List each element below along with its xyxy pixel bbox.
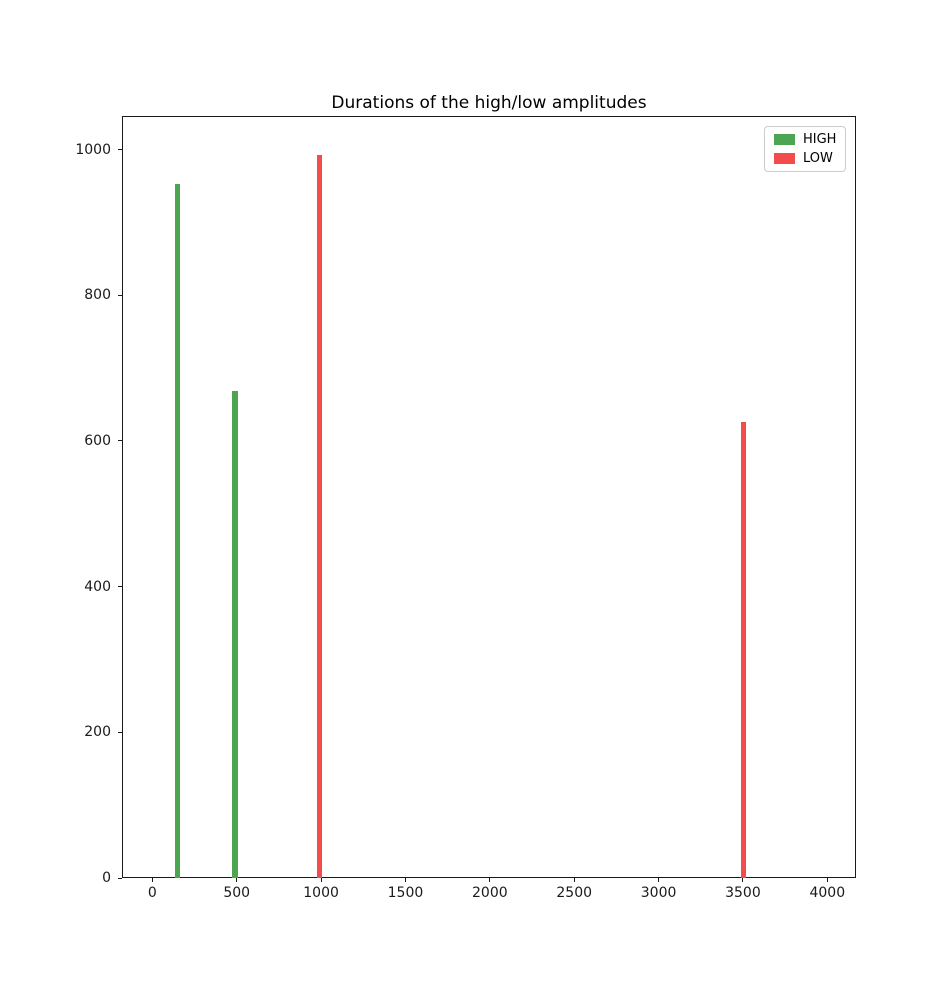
x-tick-mark xyxy=(573,878,575,882)
y-tick-mark xyxy=(118,731,122,733)
legend-label-low: LOW xyxy=(803,151,833,166)
legend-item-high: HIGH xyxy=(774,133,836,146)
legend-label-high: HIGH xyxy=(803,132,837,147)
bar-high xyxy=(232,390,238,878)
x-tick-mark xyxy=(658,878,660,882)
y-tick-label: 600 xyxy=(84,432,111,449)
y-tick-label: 800 xyxy=(84,287,111,304)
x-tick-label: 1500 xyxy=(387,885,424,901)
legend-swatch-low xyxy=(774,153,795,164)
x-tick-label: 3000 xyxy=(640,885,677,901)
x-tick-mark xyxy=(489,878,491,882)
y-tick-label: 200 xyxy=(84,724,111,741)
plot-area xyxy=(122,116,856,878)
x-tick-label: 500 xyxy=(223,885,251,901)
x-tick-label: 3500 xyxy=(725,885,761,901)
x-tick-mark xyxy=(826,878,828,882)
y-tick-mark xyxy=(118,877,122,879)
chart-title: Durations of the high/low amplitudes xyxy=(331,93,647,113)
x-tick-label: 1000 xyxy=(303,885,339,901)
y-tick-mark xyxy=(118,294,122,296)
bar-high xyxy=(174,184,181,878)
x-tick-label: 4000 xyxy=(809,885,846,901)
y-tick-label: 400 xyxy=(84,578,111,595)
bar-low xyxy=(741,421,747,878)
legend: HIGH LOW xyxy=(764,126,847,172)
legend-swatch-high xyxy=(774,134,795,145)
bar-low xyxy=(316,154,323,878)
x-tick-label: 2500 xyxy=(556,885,593,901)
x-tick-label: 2000 xyxy=(472,885,508,901)
y-tick-mark xyxy=(118,440,122,442)
y-tick-mark xyxy=(118,149,122,150)
x-tick-mark xyxy=(151,878,153,882)
y-tick-mark xyxy=(118,586,122,588)
y-tick-label: 0 xyxy=(102,870,111,886)
x-tick-mark xyxy=(742,878,744,882)
y-tick-label: 1000 xyxy=(75,141,111,158)
legend-item-low: LOW xyxy=(774,152,836,165)
x-tick-mark xyxy=(404,878,406,882)
x-tick-label: 0 xyxy=(147,885,157,901)
x-tick-mark xyxy=(320,878,322,882)
x-tick-mark xyxy=(236,878,238,882)
